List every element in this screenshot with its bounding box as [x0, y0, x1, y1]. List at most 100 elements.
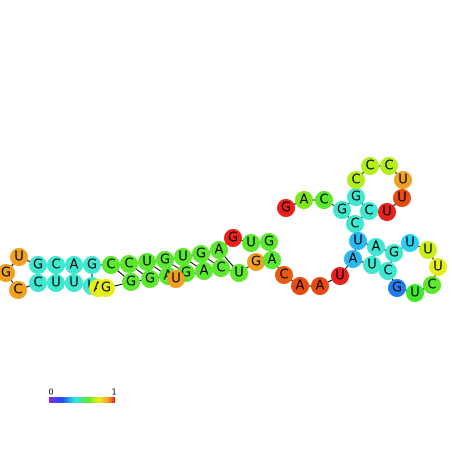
nucleotide-label: C: [364, 204, 373, 219]
nucleotide: [224, 229, 242, 247]
nucleotide-label: A: [372, 240, 381, 255]
nucleotide-label: G: [1, 266, 11, 281]
nucleotide: [263, 251, 281, 269]
nucleotide-label: U: [423, 243, 433, 258]
nucleotide-label: C: [13, 283, 22, 298]
nucleotide-label: C: [319, 193, 328, 208]
colorbar: [49, 397, 115, 403]
nucleotide: [230, 264, 248, 282]
nucleotide: [65, 274, 83, 292]
nucleotide-label: U: [171, 272, 181, 287]
nucleotide-label: C: [350, 217, 359, 232]
colorbar-min: 0: [48, 388, 53, 397]
nucleotide-label: A: [349, 252, 358, 267]
nucleotide-label: C: [279, 268, 288, 283]
nucleotide: [174, 248, 192, 266]
nucleotide: [192, 245, 210, 263]
nucleotide: [347, 188, 365, 206]
nucleotide-label: A: [215, 243, 224, 258]
nucleotide-label: C: [33, 276, 42, 291]
nucleotide-label: A: [300, 193, 309, 208]
nucleotide-label: G: [351, 190, 361, 205]
nucleotide: [97, 279, 115, 297]
nucleotide: [138, 253, 156, 271]
nucleotide-label: C: [124, 257, 133, 272]
nucleotide-label: U: [178, 250, 188, 265]
nucleotide: [156, 251, 174, 269]
nucleotide-label: G: [281, 201, 291, 216]
nucleotide: [347, 171, 365, 189]
nucleotide: [401, 234, 419, 252]
nucleotide-label: A: [296, 279, 305, 294]
nucleotide: [65, 256, 83, 274]
nucleotide-label: U: [234, 266, 244, 281]
nucleotide: [311, 277, 329, 295]
nucleotide: [333, 201, 351, 219]
nucleotide-label: U: [397, 191, 407, 206]
nucleotide: [393, 189, 411, 207]
nucleotide: [363, 256, 381, 274]
nucleotide-label: U: [405, 236, 415, 251]
nucleotide-label: U: [353, 234, 363, 249]
nucleotide: [167, 270, 185, 288]
nucleotide-label: A: [70, 258, 79, 273]
nucleotide: [10, 248, 28, 266]
nucleotide-label: A: [268, 253, 277, 268]
nucleotide-label: C: [365, 159, 374, 174]
nucleotide: [141, 270, 159, 288]
nodes: GACGGCCCUUUCCUAGUUUCUGCUAUAACGGUGAGUGUCC…: [0, 157, 447, 302]
nucleotide: [275, 266, 293, 284]
nucleotide-label: C: [106, 258, 115, 273]
nucleotide-label: G: [160, 253, 170, 268]
nucleotide-label: U: [142, 255, 152, 270]
nucleotide: [388, 279, 406, 297]
nucleotide-label: G: [196, 247, 206, 262]
nucleotide-label: U: [246, 236, 256, 251]
nucleotide-label: G: [145, 272, 155, 287]
nucleotide-label: C: [216, 261, 225, 276]
nucleotide-label: G: [392, 281, 402, 296]
nucleotide-label: G: [181, 266, 191, 281]
nucleotide: [120, 255, 138, 273]
nucleotide: [242, 234, 260, 252]
nucleotide: [380, 157, 398, 175]
nucleotide: [349, 232, 367, 250]
nucleotide-label: U: [382, 205, 392, 220]
nucleotide-label: C: [351, 173, 360, 188]
nucleotide-label: G: [228, 231, 238, 246]
nucleotide: [195, 262, 213, 280]
nucleotide: [394, 171, 412, 189]
nucleotide-label: U: [14, 250, 24, 265]
nucleotide-label: G: [251, 255, 261, 270]
nucleotide-label: C: [383, 264, 392, 279]
nucleotide-label: C: [51, 258, 60, 273]
nucleotide: [83, 256, 101, 274]
nucleotide-label: U: [69, 276, 79, 291]
nucleotide: [423, 276, 441, 294]
nucleotide: [247, 253, 265, 271]
nucleotide: [361, 157, 379, 175]
nucleotide-label: G: [264, 235, 274, 250]
nucleotide-label: G: [33, 258, 43, 273]
nucleotide: [344, 250, 362, 268]
nucleotide: [378, 203, 396, 221]
nucleotide: [47, 256, 65, 274]
nucleotide: [379, 262, 397, 280]
nucleotide: [0, 264, 15, 282]
nucleotide: [210, 241, 228, 259]
nucleotide: [385, 244, 403, 262]
nucleotide: [295, 191, 313, 209]
nucleotide: [29, 274, 47, 292]
nucleotide: [260, 233, 278, 251]
nucleotide-label: U: [433, 260, 443, 275]
nucleotide-label: G: [337, 203, 347, 218]
nucleotide-label: U: [367, 258, 377, 273]
nucleotide: [331, 267, 349, 285]
nucleotide: [212, 259, 230, 277]
nucleotide-label: A: [200, 264, 209, 279]
nucleotide: [102, 256, 120, 274]
nucleotide: [429, 258, 447, 276]
nucleotide: [419, 241, 437, 259]
nucleotide: [47, 274, 65, 292]
nucleotide-label: C: [384, 159, 393, 174]
